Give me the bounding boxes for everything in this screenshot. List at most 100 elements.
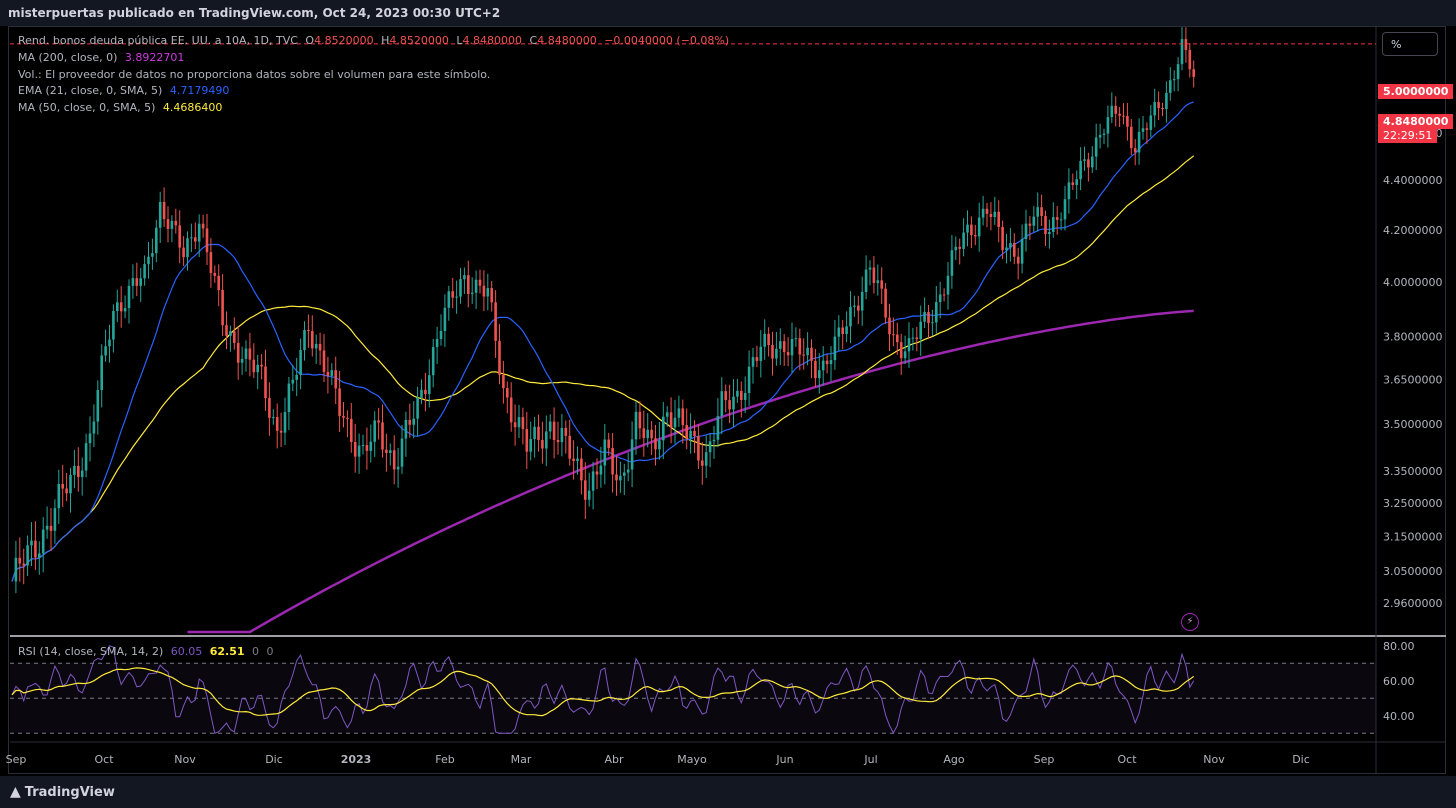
candle <box>876 264 880 296</box>
legend-ema-row[interactable]: EMA (21, close, 0, SMA, 5) 4.7179490 <box>18 84 229 97</box>
time-tick-label: Feb <box>435 753 454 766</box>
candle <box>798 328 802 371</box>
time-tick-label: Sep <box>6 753 27 766</box>
candle <box>732 379 735 427</box>
candle <box>1114 96 1117 127</box>
candle <box>431 339 435 388</box>
candle <box>412 401 415 439</box>
candle <box>1118 106 1121 128</box>
rsi-legend-row[interactable]: RSI (14, close, SMA, 14, 2) 60.05 62.51 … <box>18 645 274 658</box>
candle <box>1180 27 1184 71</box>
candle <box>767 327 770 357</box>
candle <box>197 214 201 258</box>
candle <box>833 319 837 370</box>
candle <box>942 288 946 302</box>
rsi-ma-line <box>11 667 1195 717</box>
candle <box>923 297 926 328</box>
candle <box>494 290 497 358</box>
time-tick-label: Dic <box>1292 753 1310 766</box>
candle <box>217 264 220 307</box>
candle <box>802 338 805 370</box>
candle <box>1161 102 1164 117</box>
candle <box>342 402 345 428</box>
candle <box>701 442 704 485</box>
candle <box>548 414 552 440</box>
candle <box>252 343 256 379</box>
candle <box>755 345 759 368</box>
candle <box>57 469 61 524</box>
candle <box>1165 81 1168 123</box>
candle <box>96 380 100 435</box>
candle <box>486 273 490 311</box>
candle <box>178 210 181 264</box>
candle <box>116 289 119 323</box>
candle <box>350 403 353 453</box>
candle <box>498 324 501 385</box>
candle <box>1094 123 1098 171</box>
lightning-icon[interactable]: ⚡ <box>1181 613 1199 631</box>
header-bar: misterpuertas publicado en TradingView.c… <box>0 0 1456 26</box>
candle <box>1067 168 1071 214</box>
legend-symbol-row: Rend. bonos deuda pública EE. UU. a 10A,… <box>18 34 729 47</box>
candle <box>373 411 376 457</box>
tradingview-logo[interactable]: ▲ TradingView <box>10 784 115 800</box>
candle <box>1009 228 1012 262</box>
candle <box>1020 224 1024 274</box>
candle <box>911 327 915 351</box>
time-tick-label: Ago <box>943 753 965 766</box>
rsi-label: RSI (14, close, SMA, 14, 2) <box>18 645 164 658</box>
candle <box>92 404 96 447</box>
candle <box>591 461 595 510</box>
candle <box>1141 116 1145 140</box>
legend-ma50-row[interactable]: MA (50, close, 0, SMA, 5) 4.4686400 <box>18 101 222 114</box>
candle <box>903 335 907 365</box>
time-tick-label: Sep <box>1034 753 1055 766</box>
candle <box>353 423 357 473</box>
candle <box>818 353 821 394</box>
candle <box>790 322 794 373</box>
candle <box>490 280 493 312</box>
candle <box>1102 128 1106 145</box>
candle <box>775 331 778 366</box>
candle <box>681 399 685 444</box>
candle <box>201 214 205 238</box>
candle <box>447 285 451 321</box>
candle <box>389 443 392 466</box>
candle <box>84 433 88 478</box>
candle <box>143 255 146 286</box>
candle <box>131 264 135 299</box>
ma50-line <box>11 155 1195 582</box>
time-tick-label: Mar <box>511 753 532 766</box>
candle <box>73 449 76 489</box>
candle <box>685 408 688 450</box>
candle <box>1055 206 1059 235</box>
candle <box>30 522 33 566</box>
rsi-tick-label: 80.00 <box>1383 640 1415 653</box>
candle <box>1044 210 1047 246</box>
candle <box>244 340 248 372</box>
legend-ma200-row[interactable]: MA (200, close, 0) 3.8922701 <box>18 51 184 64</box>
candle <box>845 311 848 343</box>
candle <box>123 295 127 319</box>
candle <box>119 286 123 328</box>
candle <box>69 467 72 513</box>
candle <box>283 397 287 445</box>
candle <box>509 382 513 432</box>
candle <box>634 400 638 455</box>
symbol-name[interactable]: Rend. bonos deuda pública EE. UU. a 10A,… <box>18 34 298 47</box>
candle <box>326 356 330 394</box>
candle <box>459 267 462 304</box>
open-value: 4.8520000 <box>314 34 374 47</box>
price-chart[interactable]: 4.60000004.40000004.20000004.00000003.80… <box>0 0 1456 776</box>
candle <box>599 446 603 488</box>
rsi-value: 60.05 <box>170 645 203 658</box>
candle <box>357 433 361 474</box>
candle <box>264 349 267 411</box>
candle <box>221 274 224 337</box>
percent-scale-button[interactable]: % <box>1382 32 1438 56</box>
candle <box>669 397 673 444</box>
candle <box>927 304 930 339</box>
candle <box>287 376 291 431</box>
candle <box>22 548 25 585</box>
candle <box>404 411 408 457</box>
